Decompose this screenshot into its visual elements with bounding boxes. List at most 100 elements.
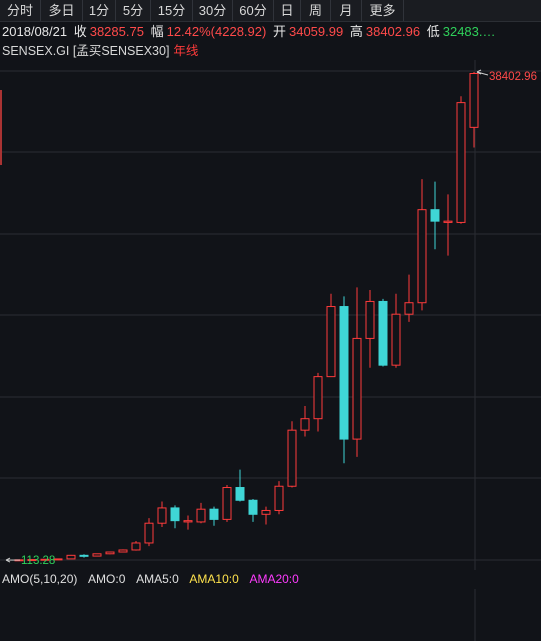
candle[interactable]: [456, 96, 466, 224]
candle[interactable]: [378, 298, 388, 367]
tab-2[interactable]: 1分: [83, 0, 116, 21]
candle-body: [118, 549, 128, 553]
candle-body: [27, 559, 37, 562]
candle[interactable]: [40, 558, 50, 561]
low-label: 低: [426, 24, 440, 39]
candle-body: [443, 220, 453, 223]
candle[interactable]: [339, 296, 349, 464]
close-value: 38285.75: [89, 24, 144, 39]
candle[interactable]: [443, 194, 453, 256]
candle[interactable]: [79, 554, 89, 558]
candle-body: [248, 499, 258, 515]
candle-body: [391, 313, 401, 366]
max-price-label: 38402.96: [489, 71, 537, 83]
candle-body: [469, 72, 479, 128]
candle-body: [222, 487, 232, 520]
tab-4[interactable]: 15分: [151, 0, 193, 21]
candle[interactable]: [144, 518, 154, 547]
min-price-label: 113.28: [21, 555, 55, 567]
candle-body: [92, 553, 102, 557]
candle[interactable]: [27, 559, 37, 562]
min-arrow-icon: [5, 557, 11, 563]
quote-date: 2018/08/21: [2, 24, 68, 39]
candle-body: [404, 302, 414, 315]
candle[interactable]: [92, 553, 102, 557]
candle-body: [235, 487, 245, 501]
candle-body: [430, 209, 440, 222]
candlestick-chart[interactable]: 38402.96 113.28: [0, 60, 541, 570]
tab-7[interactable]: 日: [274, 0, 301, 21]
max-arrow-icon: [476, 69, 482, 75]
tab-1[interactable]: 多日: [41, 0, 83, 21]
candle[interactable]: [157, 501, 167, 528]
ama10-value: AMA10:0: [189, 572, 239, 586]
candle-body: [261, 509, 271, 515]
symbol-name: SENSEX.GI [孟买SENSEX30]: [2, 44, 170, 58]
candle[interactable]: [352, 287, 362, 457]
candle[interactable]: [209, 506, 219, 526]
candle[interactable]: [183, 515, 193, 530]
candle-body: [313, 376, 323, 420]
tab-10[interactable]: 更多: [362, 0, 404, 21]
candle[interactable]: [118, 549, 128, 553]
candle[interactable]: [430, 181, 440, 250]
candle[interactable]: [66, 554, 76, 560]
candle[interactable]: [313, 372, 323, 432]
candle-body: [196, 508, 206, 523]
candle[interactable]: [287, 421, 297, 488]
candle[interactable]: [170, 505, 180, 529]
range-value: 12.42%(4228.92): [166, 24, 267, 39]
candle[interactable]: [261, 506, 271, 525]
candle[interactable]: [105, 551, 115, 555]
tab-9[interactable]: 月: [331, 0, 362, 21]
candle[interactable]: [196, 502, 206, 524]
candle[interactable]: [326, 293, 336, 378]
open-value: 34059.99: [288, 24, 344, 39]
amo-value: AMO:0: [88, 572, 126, 586]
candle[interactable]: [274, 481, 284, 515]
candle[interactable]: [469, 72, 479, 148]
tab-8[interactable]: 周: [301, 0, 331, 21]
candle[interactable]: [53, 558, 63, 561]
candle[interactable]: [404, 274, 414, 322]
tab-5[interactable]: 30分: [193, 0, 233, 21]
candle-body: [105, 551, 115, 555]
candle-body: [378, 300, 388, 366]
close-label: 收: [73, 24, 87, 39]
candle[interactable]: [248, 498, 258, 522]
candle-body: [274, 485, 284, 511]
candle[interactable]: [300, 405, 310, 437]
candle[interactable]: [235, 469, 245, 502]
candle[interactable]: [365, 289, 375, 368]
candle-body: [287, 429, 297, 487]
candle-body: [157, 507, 167, 524]
tab-0[interactable]: 分时: [0, 0, 41, 21]
high-label: 高: [349, 24, 363, 39]
candle[interactable]: [417, 179, 427, 311]
candle[interactable]: [391, 293, 401, 368]
candle-body: [170, 507, 180, 522]
candle-body: [144, 522, 154, 544]
tab-6[interactable]: 60分: [233, 0, 274, 21]
candle-body: [209, 508, 219, 520]
open-label: 开: [272, 24, 286, 39]
candle-body: [53, 558, 63, 561]
candle-body: [456, 102, 466, 223]
candle-body: [352, 337, 362, 440]
amo-params[interactable]: AMO(5,10,20): [2, 572, 78, 586]
candle-body: [66, 554, 76, 560]
high-value: 38402.96: [365, 24, 421, 39]
volume-panel: [474, 589, 476, 641]
tab-3[interactable]: 5分: [116, 0, 151, 21]
candle-body: [417, 209, 427, 304]
amo-indicator-bar: AMO(5,10,20) AMO:0 AMA5:0 AMA10:0 AMA20:…: [2, 570, 307, 588]
candle[interactable]: [222, 484, 232, 522]
candle-body: [300, 418, 310, 431]
candle-body: [79, 554, 89, 557]
period-tabs: 分时 多日 1分 5分 15分 30分 60分日周月更多: [0, 0, 541, 22]
period-label: 年线: [173, 44, 199, 58]
low-value: 32483.…: [442, 24, 496, 39]
candle[interactable]: [131, 541, 141, 551]
range-label: 幅: [150, 24, 164, 39]
